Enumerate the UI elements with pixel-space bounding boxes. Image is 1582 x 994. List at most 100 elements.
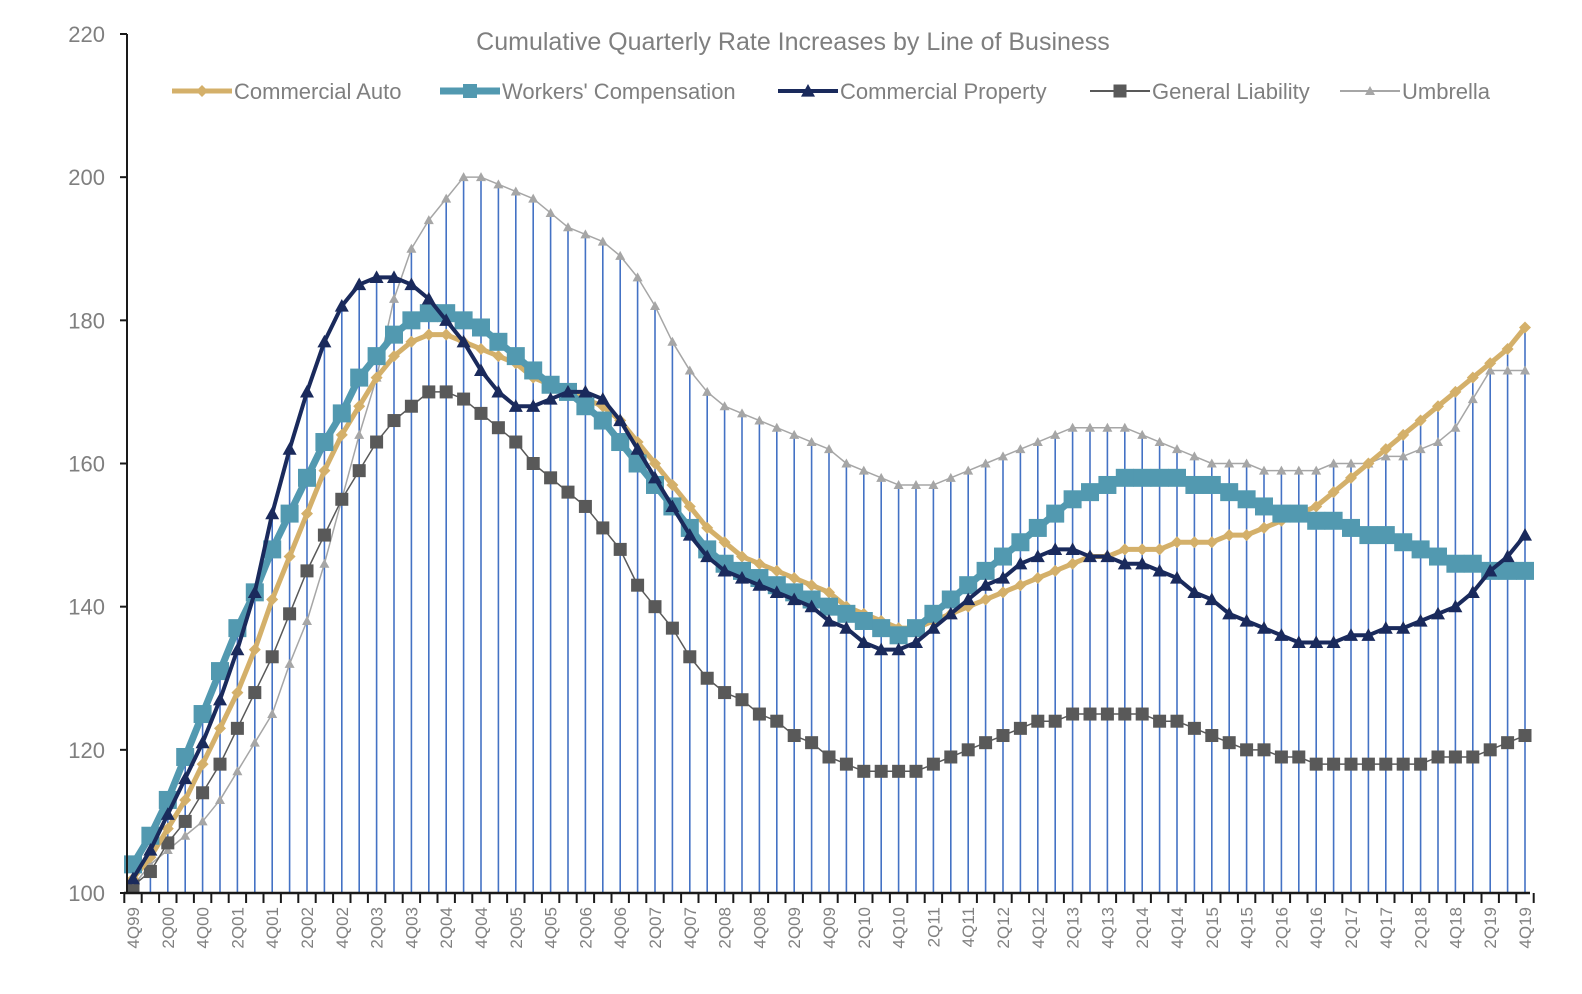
data-point (961, 592, 976, 606)
data-point (1379, 757, 1393, 771)
data-point (1501, 342, 1514, 355)
data-point (1500, 549, 1515, 563)
data-point (1379, 443, 1392, 456)
data-point (1501, 736, 1515, 750)
data-point (839, 757, 853, 771)
data-point (754, 415, 765, 425)
data-point (649, 457, 661, 470)
data-point (787, 592, 802, 606)
data-point (1240, 529, 1253, 542)
data-point (1100, 707, 1114, 721)
data-point (1345, 471, 1357, 484)
data-point (544, 471, 558, 485)
data-point (1031, 572, 1044, 585)
data-point (1376, 526, 1395, 545)
data-point (1411, 540, 1430, 559)
data-point (457, 392, 471, 406)
data-point (1223, 529, 1236, 542)
data-point (945, 472, 956, 482)
data-point (684, 365, 695, 375)
data-point (1362, 457, 1375, 470)
data-point (1171, 536, 1183, 549)
data-point (298, 468, 316, 487)
data-point (1015, 444, 1026, 454)
data-point (1241, 458, 1252, 468)
data-point (1013, 721, 1027, 735)
data-point (1188, 536, 1201, 549)
series-general-liability (126, 385, 1532, 893)
data-point (856, 635, 871, 649)
data-point (959, 576, 978, 595)
data-point (976, 561, 995, 580)
data-point (248, 686, 262, 700)
data-point (1049, 564, 1062, 577)
x-tick-label: 4Q04 (472, 907, 491, 949)
data-point (197, 816, 208, 826)
data-point (248, 643, 261, 656)
data-point (180, 830, 191, 840)
data-point (839, 621, 854, 634)
data-point (665, 499, 680, 513)
data-point (630, 442, 645, 455)
data-point (160, 807, 175, 820)
data-point (857, 764, 871, 778)
x-tick-label: 4Q06 (611, 907, 630, 949)
data-point (1259, 465, 1269, 475)
data-point (1291, 635, 1306, 649)
y-tick-label: 160 (68, 452, 105, 477)
legend-label: General Liability (1152, 79, 1310, 104)
data-point (1311, 465, 1322, 475)
data-point (1328, 458, 1339, 468)
data-point (385, 325, 403, 344)
data-point (543, 392, 558, 405)
data-point (1415, 444, 1426, 454)
data-point (1119, 422, 1130, 432)
data-point (1324, 511, 1343, 530)
legend: Commercial Auto Workers' Compensation Comm… (172, 79, 1491, 104)
data-point (1137, 429, 1148, 439)
data-point (909, 635, 923, 649)
data-point (665, 621, 679, 635)
y-tick-label: 120 (68, 738, 105, 763)
data-point (472, 318, 490, 337)
data-point (1448, 750, 1462, 764)
data-point (1498, 561, 1517, 580)
data-point (404, 277, 419, 291)
data-point (1100, 549, 1115, 563)
data-point (195, 735, 210, 749)
data-point (419, 304, 438, 323)
data-point (737, 408, 747, 418)
data-point (317, 528, 331, 542)
data-point (280, 504, 299, 523)
data-point (770, 714, 784, 728)
data-point (1327, 757, 1341, 771)
x-tick-label: 2Q01 (228, 907, 247, 949)
data-point (561, 384, 575, 398)
data-point (178, 771, 193, 785)
data-point (1309, 757, 1323, 771)
data-point (1258, 521, 1270, 534)
data-point (389, 293, 399, 303)
x-tick-label: 2Q00 (159, 907, 178, 949)
data-point (387, 414, 401, 428)
data-point (1292, 750, 1306, 764)
data-point (824, 444, 834, 454)
data-point (441, 193, 452, 203)
data-point (315, 433, 334, 452)
data-point (1135, 556, 1150, 570)
data-point (789, 429, 800, 439)
data-point (317, 334, 332, 348)
data-point (631, 578, 645, 592)
data-point (367, 347, 386, 366)
data-point (1272, 504, 1291, 523)
data-point (1432, 400, 1444, 413)
data-point (978, 578, 993, 591)
data-point (1048, 542, 1063, 555)
data-point (997, 586, 1009, 599)
x-tick-label: 4Q01 (263, 907, 282, 949)
x-tick-label: 2Q14 (1133, 907, 1152, 949)
data-point (335, 492, 349, 506)
data-point (980, 458, 991, 468)
data-point (1136, 543, 1149, 556)
data-point (680, 518, 699, 537)
